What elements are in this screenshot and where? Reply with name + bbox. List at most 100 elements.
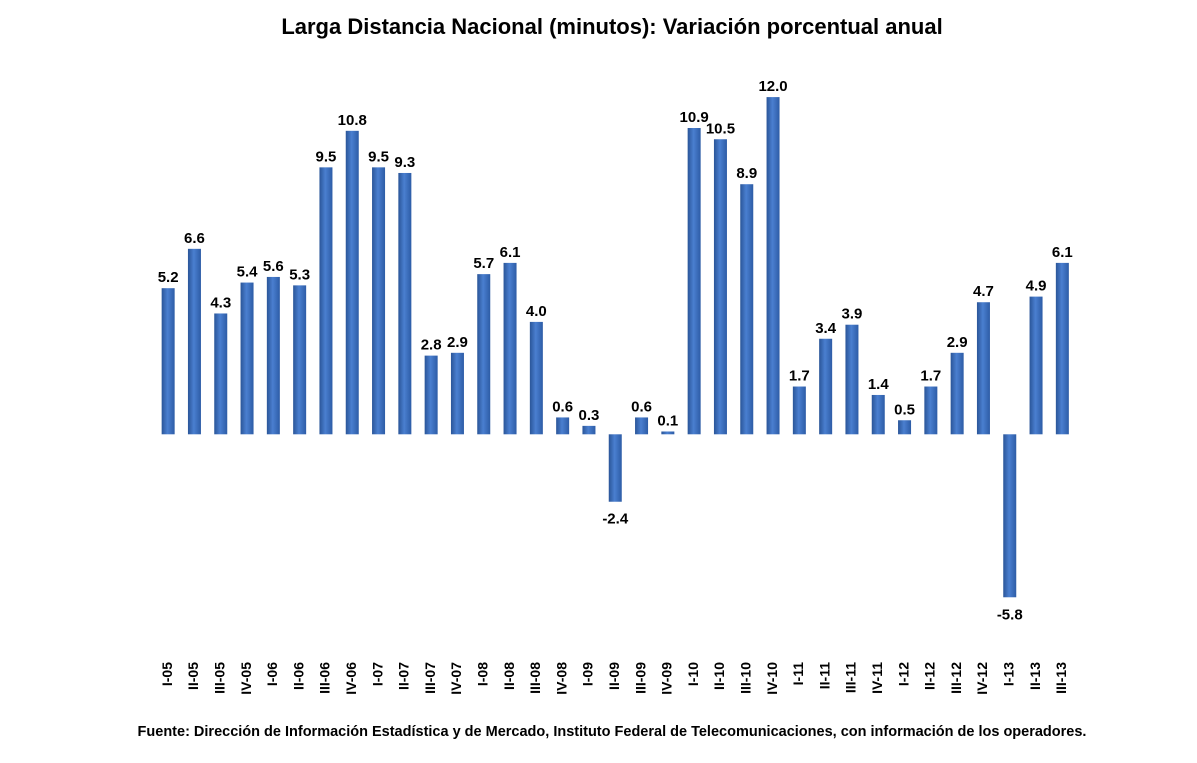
x-tick-label: II-08 bbox=[501, 662, 517, 690]
bar bbox=[424, 355, 438, 435]
bar bbox=[1003, 434, 1017, 598]
data-label: 4.9 bbox=[1026, 278, 1047, 295]
x-tick-label: III-13 bbox=[1053, 662, 1069, 694]
x-tick-label: III-08 bbox=[527, 662, 543, 694]
data-label: 10.5 bbox=[706, 120, 735, 137]
x-tick-label: III-11 bbox=[843, 662, 859, 693]
data-label: 3.9 bbox=[842, 306, 863, 323]
x-tick-label: I-05 bbox=[159, 662, 175, 686]
data-label: 0.5 bbox=[894, 401, 915, 418]
bar bbox=[845, 324, 859, 435]
x-tick-label: II-10 bbox=[711, 662, 727, 690]
data-label: 9.3 bbox=[394, 154, 415, 171]
x-tick-label: I-09 bbox=[580, 662, 596, 686]
x-tick-label: II-05 bbox=[185, 662, 201, 690]
bar bbox=[950, 352, 964, 435]
x-tick-label: II-12 bbox=[922, 662, 938, 690]
x-tick-label: III-12 bbox=[948, 662, 964, 694]
x-tick-label: I-10 bbox=[685, 662, 701, 686]
data-label: 4.7 bbox=[973, 283, 994, 300]
bar bbox=[556, 417, 570, 435]
bar bbox=[345, 130, 359, 435]
data-label: 5.3 bbox=[289, 266, 310, 283]
bar bbox=[161, 288, 175, 435]
data-label: 12.0 bbox=[758, 78, 787, 95]
data-label: 10.8 bbox=[338, 112, 367, 129]
bar bbox=[187, 248, 201, 435]
x-tick-label: IV-07 bbox=[448, 662, 464, 695]
x-tick-label: III-05 bbox=[211, 662, 227, 694]
bar bbox=[503, 262, 517, 435]
bar bbox=[214, 313, 228, 435]
bar bbox=[792, 386, 806, 435]
x-tick-label: IV-11 bbox=[869, 662, 885, 694]
x-tick-label: IV-06 bbox=[343, 662, 359, 695]
x-tick-label: I-08 bbox=[474, 662, 490, 686]
x-tick-label: III-06 bbox=[317, 662, 333, 694]
bar bbox=[398, 172, 412, 435]
x-tick-label: III-09 bbox=[632, 662, 648, 694]
data-label: 2.9 bbox=[947, 334, 968, 351]
data-label: 4.3 bbox=[210, 294, 231, 311]
bar bbox=[1055, 262, 1069, 435]
data-label: 1.7 bbox=[789, 368, 810, 385]
bar bbox=[976, 302, 990, 435]
x-tick-label: I-06 bbox=[264, 662, 280, 686]
x-tick-label: II-11 bbox=[816, 662, 832, 689]
data-label: 0.6 bbox=[552, 398, 573, 415]
data-label: -5.8 bbox=[997, 606, 1023, 623]
x-tick-label: IV-05 bbox=[238, 662, 254, 695]
data-label: 5.4 bbox=[237, 264, 259, 281]
x-tick-label: I-11 bbox=[790, 662, 806, 686]
x-tick-label: IV-09 bbox=[659, 662, 675, 695]
chart-title: Larga Distancia Nacional (minutos): Vari… bbox=[281, 14, 942, 39]
x-tick-label: I-12 bbox=[895, 662, 911, 686]
bar bbox=[608, 434, 622, 502]
data-label: 8.9 bbox=[736, 165, 757, 182]
x-tick-label: III-07 bbox=[422, 662, 438, 694]
data-label: 1.7 bbox=[920, 368, 941, 385]
bar bbox=[477, 274, 491, 435]
data-label: 3.4 bbox=[815, 320, 837, 337]
bar bbox=[529, 321, 543, 435]
data-label: 6.1 bbox=[1052, 244, 1073, 261]
data-label: 9.5 bbox=[316, 148, 337, 165]
data-label: 9.5 bbox=[368, 148, 389, 165]
x-tick-label: II-09 bbox=[606, 662, 622, 690]
data-label: -2.4 bbox=[602, 511, 629, 528]
data-label: 4.0 bbox=[526, 303, 547, 320]
bar bbox=[1029, 296, 1043, 435]
x-tick-label: III-10 bbox=[737, 662, 753, 694]
data-label: 0.6 bbox=[631, 398, 652, 415]
bar bbox=[661, 431, 675, 435]
bar bbox=[293, 285, 307, 435]
bar bbox=[924, 386, 938, 435]
data-label: 1.4 bbox=[868, 376, 890, 393]
x-tick-label: II-13 bbox=[1027, 662, 1043, 690]
bar bbox=[740, 184, 754, 435]
x-tick-label: I-07 bbox=[369, 662, 385, 686]
bar bbox=[240, 282, 254, 435]
bar bbox=[582, 425, 596, 435]
x-tick-label: IV-10 bbox=[764, 662, 780, 695]
bar bbox=[871, 394, 885, 435]
data-label: 5.7 bbox=[473, 255, 494, 272]
data-label: 2.9 bbox=[447, 334, 468, 351]
bar bbox=[266, 276, 280, 435]
bar bbox=[319, 167, 333, 435]
data-label: 0.3 bbox=[579, 407, 600, 424]
x-tick-label: IV-08 bbox=[553, 662, 569, 695]
bar bbox=[687, 128, 701, 435]
bar bbox=[766, 97, 780, 435]
data-label: 2.8 bbox=[421, 337, 442, 354]
source-note: Fuente: Dirección de Información Estadís… bbox=[138, 724, 1087, 740]
data-label: 6.1 bbox=[500, 244, 521, 261]
bar bbox=[450, 352, 464, 435]
bar bbox=[372, 167, 386, 435]
data-label: 0.1 bbox=[657, 412, 678, 429]
data-label: 5.2 bbox=[158, 269, 179, 286]
x-tick-label: I-13 bbox=[1000, 662, 1016, 686]
x-tick-label: II-06 bbox=[290, 662, 306, 690]
x-tick-label: IV-12 bbox=[974, 662, 990, 695]
